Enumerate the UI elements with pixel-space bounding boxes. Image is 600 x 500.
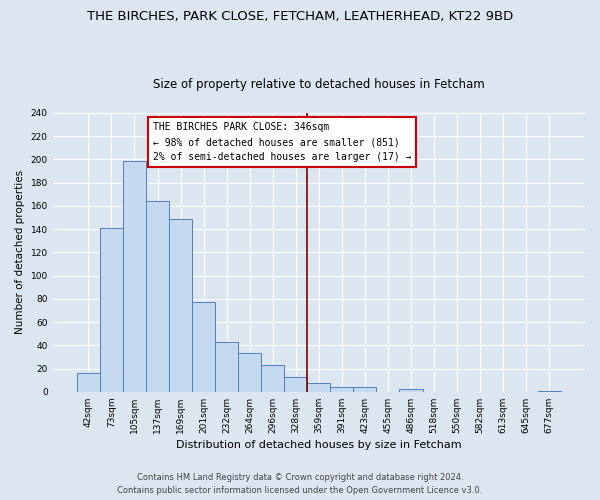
Title: Size of property relative to detached houses in Fetcham: Size of property relative to detached ho… [153, 78, 485, 91]
X-axis label: Distribution of detached houses by size in Fetcham: Distribution of detached houses by size … [176, 440, 461, 450]
Bar [215, 342, 238, 392]
Bar [307, 382, 331, 392]
Y-axis label: Number of detached properties: Number of detached properties [15, 170, 25, 334]
Text: Contains HM Land Registry data © Crown copyright and database right 2024.
Contai: Contains HM Land Registry data © Crown c… [118, 473, 482, 495]
Bar [538, 390, 561, 392]
Text: THE BIRCHES, PARK CLOSE, FETCHAM, LEATHERHEAD, KT22 9BD: THE BIRCHES, PARK CLOSE, FETCHAM, LEATHE… [87, 10, 513, 23]
Bar [123, 160, 146, 392]
Bar [192, 302, 215, 392]
Text: THE BIRCHES PARK CLOSE: 346sqm
← 98% of detached houses are smaller (851)
2% of : THE BIRCHES PARK CLOSE: 346sqm ← 98% of … [153, 122, 412, 162]
Bar [238, 354, 261, 392]
Bar [284, 376, 307, 392]
Bar [77, 373, 100, 392]
Bar [400, 390, 422, 392]
Bar [169, 218, 192, 392]
Bar [261, 365, 284, 392]
Bar [100, 228, 123, 392]
Bar [146, 202, 169, 392]
Bar [331, 387, 353, 392]
Bar [353, 387, 376, 392]
